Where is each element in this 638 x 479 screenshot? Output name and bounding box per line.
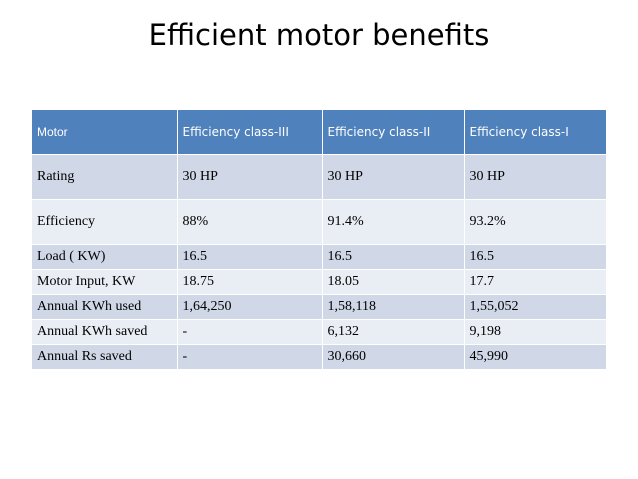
header-efficiency-class-ii: Efficiency class-II	[322, 110, 465, 155]
table-cell: 30 HP	[177, 154, 323, 200]
table-cell: 88%	[177, 199, 323, 245]
table-cell: Annual KWh used	[32, 294, 178, 320]
table-cell: -	[177, 344, 323, 370]
table-cell: 93.2%	[464, 199, 606, 245]
table-cell: 30 HP	[322, 154, 465, 200]
table-cell: 16.5	[177, 244, 323, 270]
table-cell: 17.7	[464, 269, 606, 295]
table-row: Rating 30 HP 30 HP 30 HP	[32, 154, 606, 200]
table-cell: Load ( KW)	[32, 244, 178, 270]
table-cell: 6,132	[322, 319, 465, 345]
header-motor: Motor	[32, 110, 178, 155]
motor-comparison-table: Motor Efficiency class-III Efficiency cl…	[32, 110, 606, 370]
table-cell: 30,660	[322, 344, 465, 370]
table-row: Load ( KW) 16.5 16.5 16.5	[32, 244, 606, 270]
table-cell: 18.75	[177, 269, 323, 295]
table-cell: 1,55,052	[464, 294, 606, 320]
table-cell: 1,64,250	[177, 294, 323, 320]
header-efficiency-class-i: Efficiency class-I	[464, 110, 606, 155]
table-cell: 45,990	[464, 344, 606, 370]
table-row: Annual KWh used 1,64,250 1,58,118 1,55,0…	[32, 294, 606, 320]
table-cell: 18.05	[322, 269, 465, 295]
table-cell: 1,58,118	[322, 294, 465, 320]
table-cell: 30 HP	[464, 154, 606, 200]
table-cell: 16.5	[322, 244, 465, 270]
header-efficiency-class-iii: Efficiency class-III	[177, 110, 323, 155]
table-cell: 91.4%	[322, 199, 465, 245]
table-row: Motor Input, KW 18.75 18.05 17.7	[32, 269, 606, 295]
slide-title: Efficient motor benefits	[148, 18, 490, 52]
table-row: Efficiency 88% 91.4% 93.2%	[32, 199, 606, 245]
table-cell: Rating	[32, 154, 178, 200]
table-header-row: Motor Efficiency class-III Efficiency cl…	[32, 110, 606, 155]
table-cell: Motor Input, KW	[32, 269, 178, 295]
table-cell: -	[177, 319, 323, 345]
table-cell: 16.5	[464, 244, 606, 270]
table-row: Annual Rs saved - 30,660 45,990	[32, 344, 606, 370]
table-cell: Annual Rs saved	[32, 344, 178, 370]
table-cell: Efficiency	[32, 199, 178, 245]
table-row: Annual KWh saved - 6,132 9,198	[32, 319, 606, 345]
table-cell: Annual KWh saved	[32, 319, 178, 345]
table-cell: 9,198	[464, 319, 606, 345]
